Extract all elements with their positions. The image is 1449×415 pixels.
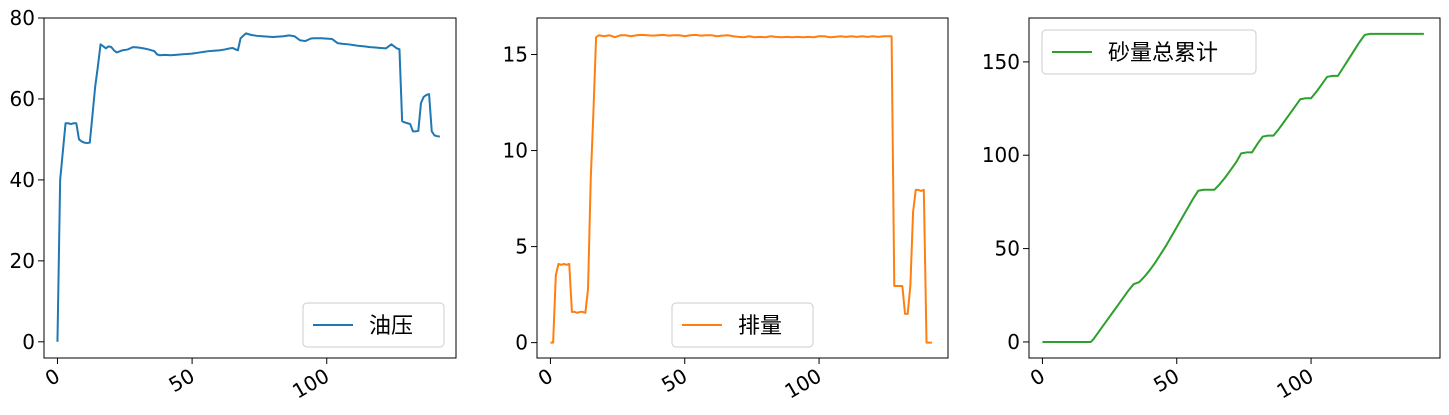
y-tick-label: 15 xyxy=(503,42,528,66)
legend-box xyxy=(302,302,445,348)
x-tick-label: 0 xyxy=(41,364,64,391)
axes-frame xyxy=(536,17,949,359)
x-tick-label: 100 xyxy=(1272,364,1317,404)
x-tick-label: 0 xyxy=(534,364,557,391)
series-line-1 xyxy=(56,32,440,342)
legend-box xyxy=(671,302,814,348)
chart-sand-cumulative: 0 50 100 150 0 50 100 砂量总累计 xyxy=(982,17,1441,404)
legend: 油压 xyxy=(302,302,445,348)
legend-label: 排量 xyxy=(738,314,782,339)
chart-oil-pressure: 0 20 40 60 80 0 50 100 油压 xyxy=(10,6,457,404)
y-tick-label: 0 xyxy=(1007,330,1020,354)
y-tick-label: 0 xyxy=(515,331,528,355)
y-tick-label: 0 xyxy=(22,330,35,354)
chart-displacement: 0 5 10 15 0 50 100 排量 xyxy=(503,17,949,404)
series-line-1 xyxy=(550,33,932,344)
legend-label: 砂量总累计 xyxy=(1108,41,1218,66)
y-tick-label: 40 xyxy=(10,168,35,192)
x-tick-label: 0 xyxy=(1026,364,1049,391)
y-tick-label: 100 xyxy=(982,143,1020,167)
y-tick-label: 60 xyxy=(10,87,35,111)
legend: 排量 xyxy=(671,302,814,348)
x-tick-label: 50 xyxy=(165,364,199,398)
y-tick-label: 10 xyxy=(503,139,528,163)
x-tick-label: 50 xyxy=(657,364,691,398)
y-tick-label: 20 xyxy=(10,249,35,273)
x-tick-label: 100 xyxy=(780,364,825,404)
y-tick-label: 5 xyxy=(515,235,528,259)
series-line-1 xyxy=(1042,32,1424,343)
x-tick-label: 100 xyxy=(288,364,333,404)
y-tick-label: 50 xyxy=(995,237,1020,261)
axes-frame xyxy=(1028,17,1441,359)
x-tick-label: 50 xyxy=(1149,364,1183,398)
legend-box xyxy=(1041,29,1257,75)
legend-label: 油压 xyxy=(369,314,413,339)
y-tick-label: 80 xyxy=(10,6,35,30)
legend: 砂量总累计 xyxy=(1041,29,1257,75)
axes-frame xyxy=(43,17,457,359)
y-tick-label: 150 xyxy=(982,50,1020,74)
